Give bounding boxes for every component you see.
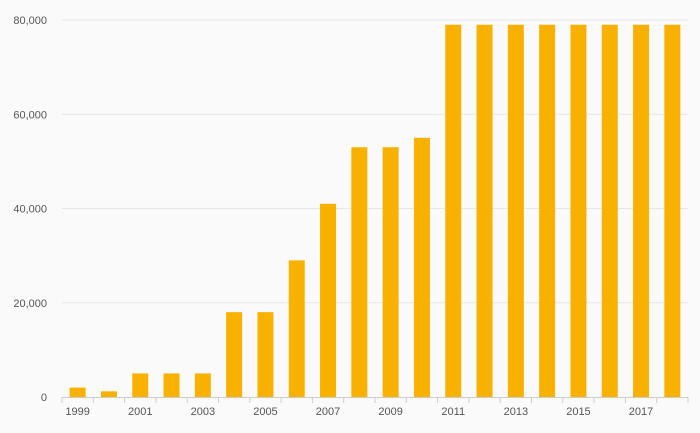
x-tick-label: 2001 (128, 406, 152, 418)
bar-2011 (445, 24, 462, 398)
x-tick-label: 2009 (378, 406, 402, 418)
bar-2014 (539, 24, 556, 398)
x-tick-label: 2015 (566, 406, 590, 418)
y-tick-label: 40,000 (13, 204, 47, 216)
bar-2018 (664, 24, 681, 398)
y-tick-label: 0 (41, 392, 47, 404)
bar-2000 (100, 391, 117, 397)
y-tick-label: 60,000 (13, 109, 47, 121)
bars (69, 24, 681, 398)
bar-2012 (476, 24, 493, 398)
bar-2010 (413, 137, 430, 397)
bar-2016 (601, 24, 618, 398)
bar-2005 (257, 312, 274, 397)
y-tick-label: 80,000 (13, 15, 47, 27)
bar-2013 (507, 24, 524, 398)
bar-2004 (226, 312, 243, 397)
y-axis-labels: 0 20,000 40,000 60,000 80,000 (13, 15, 47, 404)
x-tick-label: 2005 (253, 406, 277, 418)
y-tick-label: 20,000 (13, 298, 47, 310)
x-tick-label: 2003 (191, 406, 215, 418)
x-axis (61, 397, 689, 403)
bar-2002 (163, 373, 180, 397)
bar-2015 (570, 24, 587, 398)
bar-2008 (351, 147, 368, 397)
x-tick-label: 2007 (316, 406, 340, 418)
bar-2003 (194, 373, 211, 397)
bar-2001 (132, 373, 149, 397)
gridlines (62, 19, 688, 304)
bar-1999 (69, 387, 86, 397)
x-tick-label: 1999 (65, 406, 89, 418)
bar-2017 (633, 24, 650, 398)
bar-2006 (288, 260, 305, 397)
x-tick-label: 2011 (441, 406, 465, 418)
bar-2007 (320, 203, 337, 397)
x-axis-labels: 1999 2001 2003 2005 2007 2009 2011 2013 2015 2017 (65, 406, 653, 418)
x-tick-label: 2013 (504, 406, 528, 418)
bar-2009 (382, 147, 399, 397)
x-tick-label: 2017 (629, 406, 653, 418)
